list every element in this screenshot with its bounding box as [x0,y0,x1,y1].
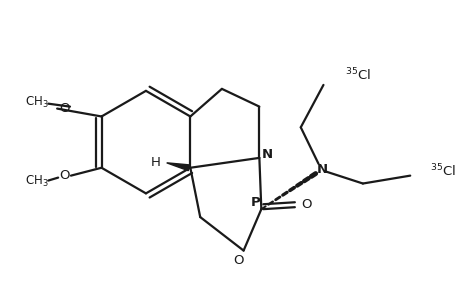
Polygon shape [166,163,188,171]
Text: P: P [250,196,260,209]
Text: CH$_3$: CH$_3$ [24,95,48,110]
Text: O: O [301,198,311,211]
Text: H: H [151,156,160,169]
Text: O: O [233,254,243,267]
Text: CH$_3$: CH$_3$ [24,174,48,189]
Text: $^{35}$Cl: $^{35}$Cl [429,162,455,179]
Text: N: N [261,148,272,161]
Text: O: O [59,169,69,182]
Text: N: N [316,163,327,176]
Text: O: O [59,102,69,115]
Text: $^{35}$Cl: $^{35}$Cl [344,67,370,83]
